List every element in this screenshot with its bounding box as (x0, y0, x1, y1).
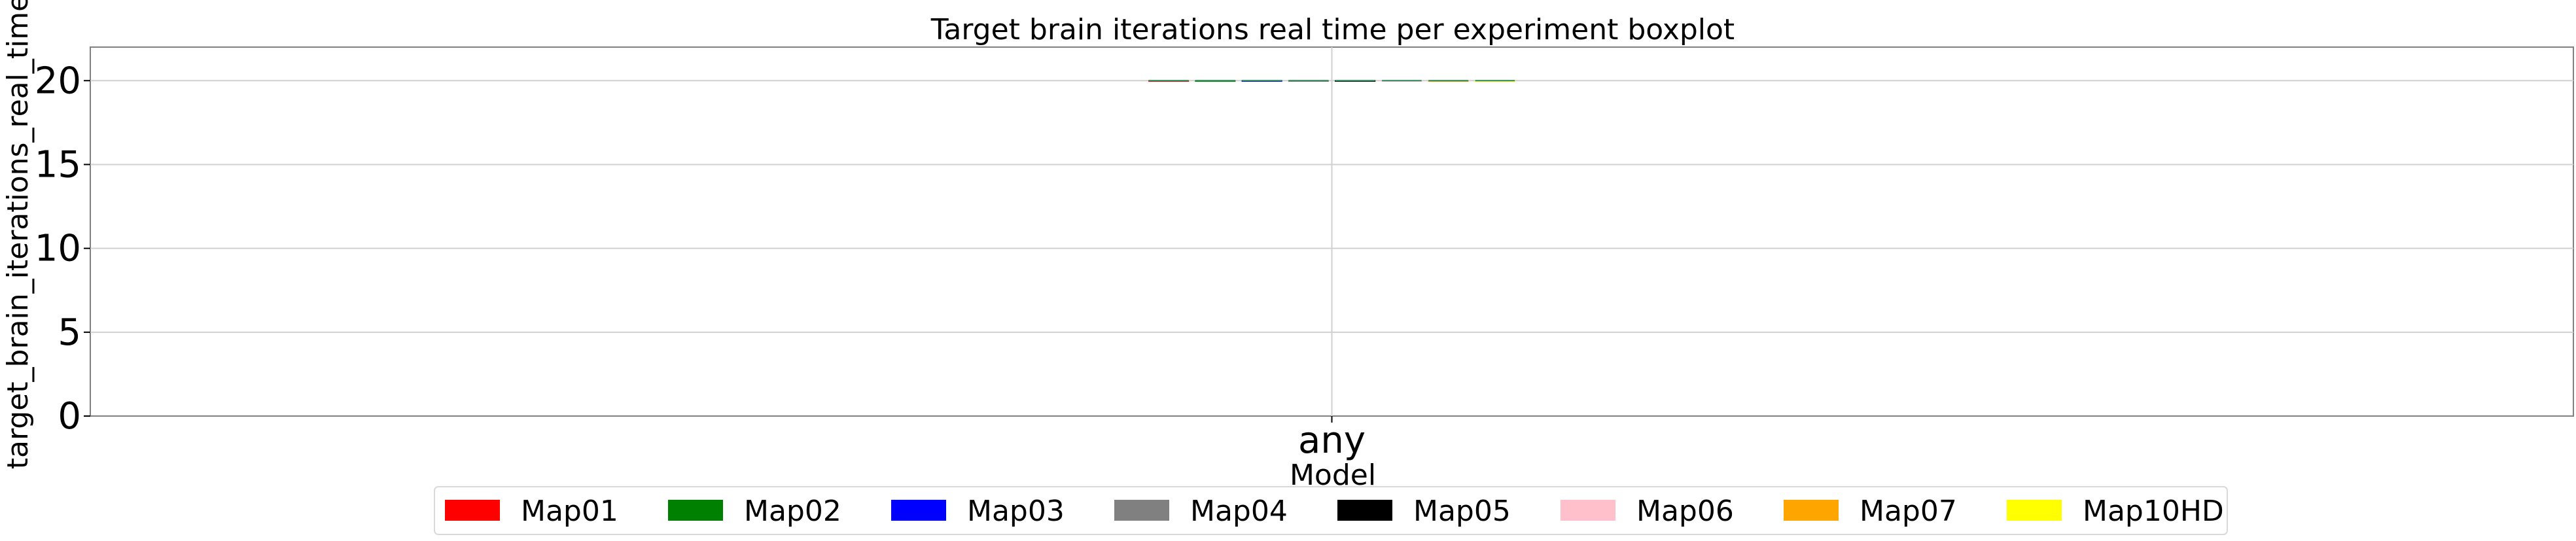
legend-label: Map01 (521, 495, 618, 528)
legend-label: Map02 (744, 495, 841, 528)
legend-item-map03: Map03 (891, 495, 1065, 528)
y-axis-label: target_brain_iterations_real_time (1, 0, 35, 469)
y-tick-label: 20 (35, 60, 81, 102)
legend-box (434, 486, 2228, 535)
legend-item-map01: Map01 (445, 495, 618, 528)
x-tick-label: any (1298, 419, 1366, 462)
legend-item-map06: Map06 (1561, 495, 1734, 528)
y-axis-ticks: 0 5 10 15 20 (35, 60, 90, 438)
grid (90, 47, 2573, 416)
legend-item-map07: Map07 (1784, 495, 1957, 528)
legend-swatch (1561, 500, 1615, 521)
legend-label: Map06 (1636, 495, 1734, 528)
legend-swatch (1114, 500, 1169, 521)
legend-swatch (1337, 500, 1392, 521)
y-tick-label: 15 (35, 143, 81, 186)
chart-title: Target brain iterations real time per ex… (930, 13, 1735, 46)
legend-swatch (445, 500, 500, 521)
legend-label: Map07 (1860, 495, 1957, 528)
y-tick-label: 10 (35, 228, 81, 270)
legend-swatch (668, 500, 723, 521)
legend: Map01 Map02 Map03 Map04 Map05 Map06 Map07 Map10… (445, 495, 2224, 528)
legend-label: Map10HD (2083, 495, 2224, 528)
y-tick-label: 5 (58, 311, 81, 354)
boxes (1148, 80, 1515, 82)
legend-label: Map03 (967, 495, 1065, 528)
legend-label: Map04 (1190, 495, 1288, 528)
legend-swatch (891, 500, 946, 521)
legend-swatch (2007, 500, 2062, 521)
legend-item-map04: Map04 (1114, 495, 1288, 528)
y-tick-label: 0 (58, 395, 81, 438)
x-axis-ticks: any (1298, 416, 1366, 462)
legend-item-map10hd: Map10HD (2007, 495, 2224, 528)
legend-swatch (1784, 500, 1839, 521)
legend-label: Map05 (1413, 495, 1511, 528)
legend-item-map05: Map05 (1337, 495, 1511, 528)
legend-item-map02: Map02 (668, 495, 841, 528)
